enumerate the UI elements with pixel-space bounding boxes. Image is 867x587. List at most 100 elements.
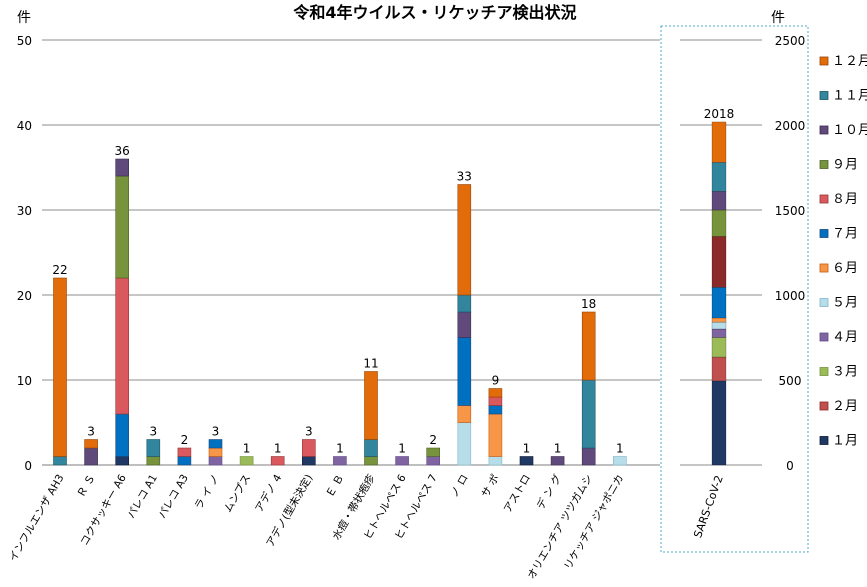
sars-bar-segment	[711, 209, 727, 237]
x-tick-label: Ｅ Ｂ	[324, 473, 347, 500]
x-tick-label: インフルエンザ AH3	[7, 473, 67, 564]
legend-label: ６月	[832, 261, 858, 276]
bar-segment	[208, 456, 223, 466]
left-y-tick-label: 10	[17, 374, 32, 388]
bar-total-label: 22	[52, 263, 67, 277]
right-y-tick-label: 1000	[775, 289, 806, 303]
bar-segment	[488, 405, 503, 415]
legend-label: ３月	[832, 365, 858, 380]
legend-label: １１月	[832, 89, 867, 104]
legend-label: ４月	[832, 330, 858, 345]
legend: １２月 １１月 １０月 ９月 ８月 ７月 ６月 ５月 ４月 ３月 ２月 １月	[819, 54, 867, 449]
x-tick-label: リケッチア ジャポニカ	[562, 473, 626, 572]
left-y-tick-label: 30	[17, 204, 32, 218]
bar-segment	[208, 447, 223, 457]
legend-label: １２月	[832, 54, 867, 69]
right-y-tick-label: 2000	[775, 119, 806, 133]
bar-total-label: 1	[336, 442, 344, 456]
legend-swatch	[819, 160, 829, 169]
sars-x-tick-labels: SARS-CoV-2	[691, 474, 726, 540]
bar-total-label: 3	[149, 425, 157, 439]
bar-total-label: 33	[457, 170, 472, 184]
legend-swatch	[819, 436, 829, 445]
bar-segment	[115, 456, 129, 466]
bar-segment	[301, 439, 316, 457]
bar-segment	[457, 337, 472, 406]
bar-segment	[115, 277, 129, 415]
legend-label: ９月	[832, 158, 858, 173]
bar-total-label: 2	[181, 433, 189, 447]
legend-swatch	[819, 332, 829, 342]
sars-bar-segment	[711, 380, 727, 466]
bar-segment	[84, 439, 98, 449]
bar-total-label: 1	[398, 442, 406, 456]
bar-segment	[488, 388, 503, 398]
legend-swatch	[819, 91, 829, 100]
left-y-tick-label: 40	[17, 119, 32, 133]
x-tick-label: デ ン グ	[534, 472, 565, 512]
bar-total-label: 18	[581, 297, 596, 311]
x-tick-label: パレコ A3	[156, 473, 191, 521]
right-y-tick-label: 2500	[775, 34, 806, 48]
bar-segment	[488, 456, 503, 466]
right-y-tick-label: 0	[786, 459, 794, 473]
bar-segment	[364, 371, 378, 440]
left-y-tick-label: 20	[17, 289, 32, 303]
bar-total-label: 1	[523, 442, 531, 456]
x-tick-label: パレコ A1	[125, 473, 160, 521]
bar-segment	[53, 277, 67, 457]
bar-total-label: 11	[363, 357, 378, 371]
bar-segment	[581, 311, 596, 381]
sars-bar-segment	[711, 337, 727, 358]
bar-total-label: 1	[616, 442, 624, 456]
x-tick-label: ノ ロ	[448, 473, 471, 500]
chart-title: 令和4年ウイルス・リケッチア検出状況	[292, 3, 576, 22]
bar-segment	[457, 311, 472, 338]
sars-bar-segment	[711, 191, 727, 211]
sars-bar-segment	[711, 356, 727, 382]
sars-total-label: 2018	[704, 107, 735, 121]
bar-segment	[395, 456, 409, 466]
right-y-axis-unit: 件	[771, 10, 785, 26]
bar-segment	[581, 447, 596, 466]
bar-total-label: 3	[305, 425, 313, 439]
bar-total-label: 3	[87, 425, 95, 439]
left-gridlines	[42, 39, 660, 466]
legend-swatch	[819, 263, 829, 273]
bar-total-label: 1	[274, 442, 282, 456]
bar-segment	[519, 456, 534, 466]
right-y-tick-labels: 0 500 1000 1500 2000 2500	[775, 34, 806, 473]
bar-segment	[612, 456, 627, 466]
bar-segment	[177, 447, 192, 457]
bar-segment	[146, 456, 161, 466]
sars-total-labels: 2018	[704, 107, 735, 121]
legend-swatch	[819, 298, 829, 307]
bar-segment	[177, 456, 192, 466]
x-tick-label: Ｒ Ｓ	[75, 473, 98, 500]
legend-label: １０月	[832, 123, 867, 138]
bar-segment	[239, 456, 254, 466]
bar-segment	[364, 456, 378, 466]
left-y-axis-unit: 件	[17, 10, 31, 26]
bar-segment	[364, 439, 378, 457]
bar-segment	[550, 456, 565, 466]
bar-segment	[146, 439, 161, 457]
legend-label: ２月	[832, 399, 858, 414]
bar-segment	[115, 158, 129, 177]
bar-segment	[457, 405, 472, 423]
bar-segment	[457, 294, 472, 313]
left-y-tick-label: 50	[17, 34, 32, 48]
bar-segment	[270, 456, 285, 466]
bar-segment	[115, 413, 129, 457]
sars-bar-segment	[711, 287, 727, 319]
legend-label: ７月	[832, 227, 858, 242]
bar-segment	[457, 422, 472, 466]
bar-segment	[426, 447, 441, 457]
legend-swatch	[819, 56, 829, 66]
sars-bar-segment	[711, 328, 727, 338]
x-tick-label: アデノ 4	[252, 472, 284, 515]
left-y-tick-label: 0	[24, 459, 32, 473]
bar-segment	[581, 379, 596, 449]
x-tick-label: ムンプス	[222, 473, 253, 515]
